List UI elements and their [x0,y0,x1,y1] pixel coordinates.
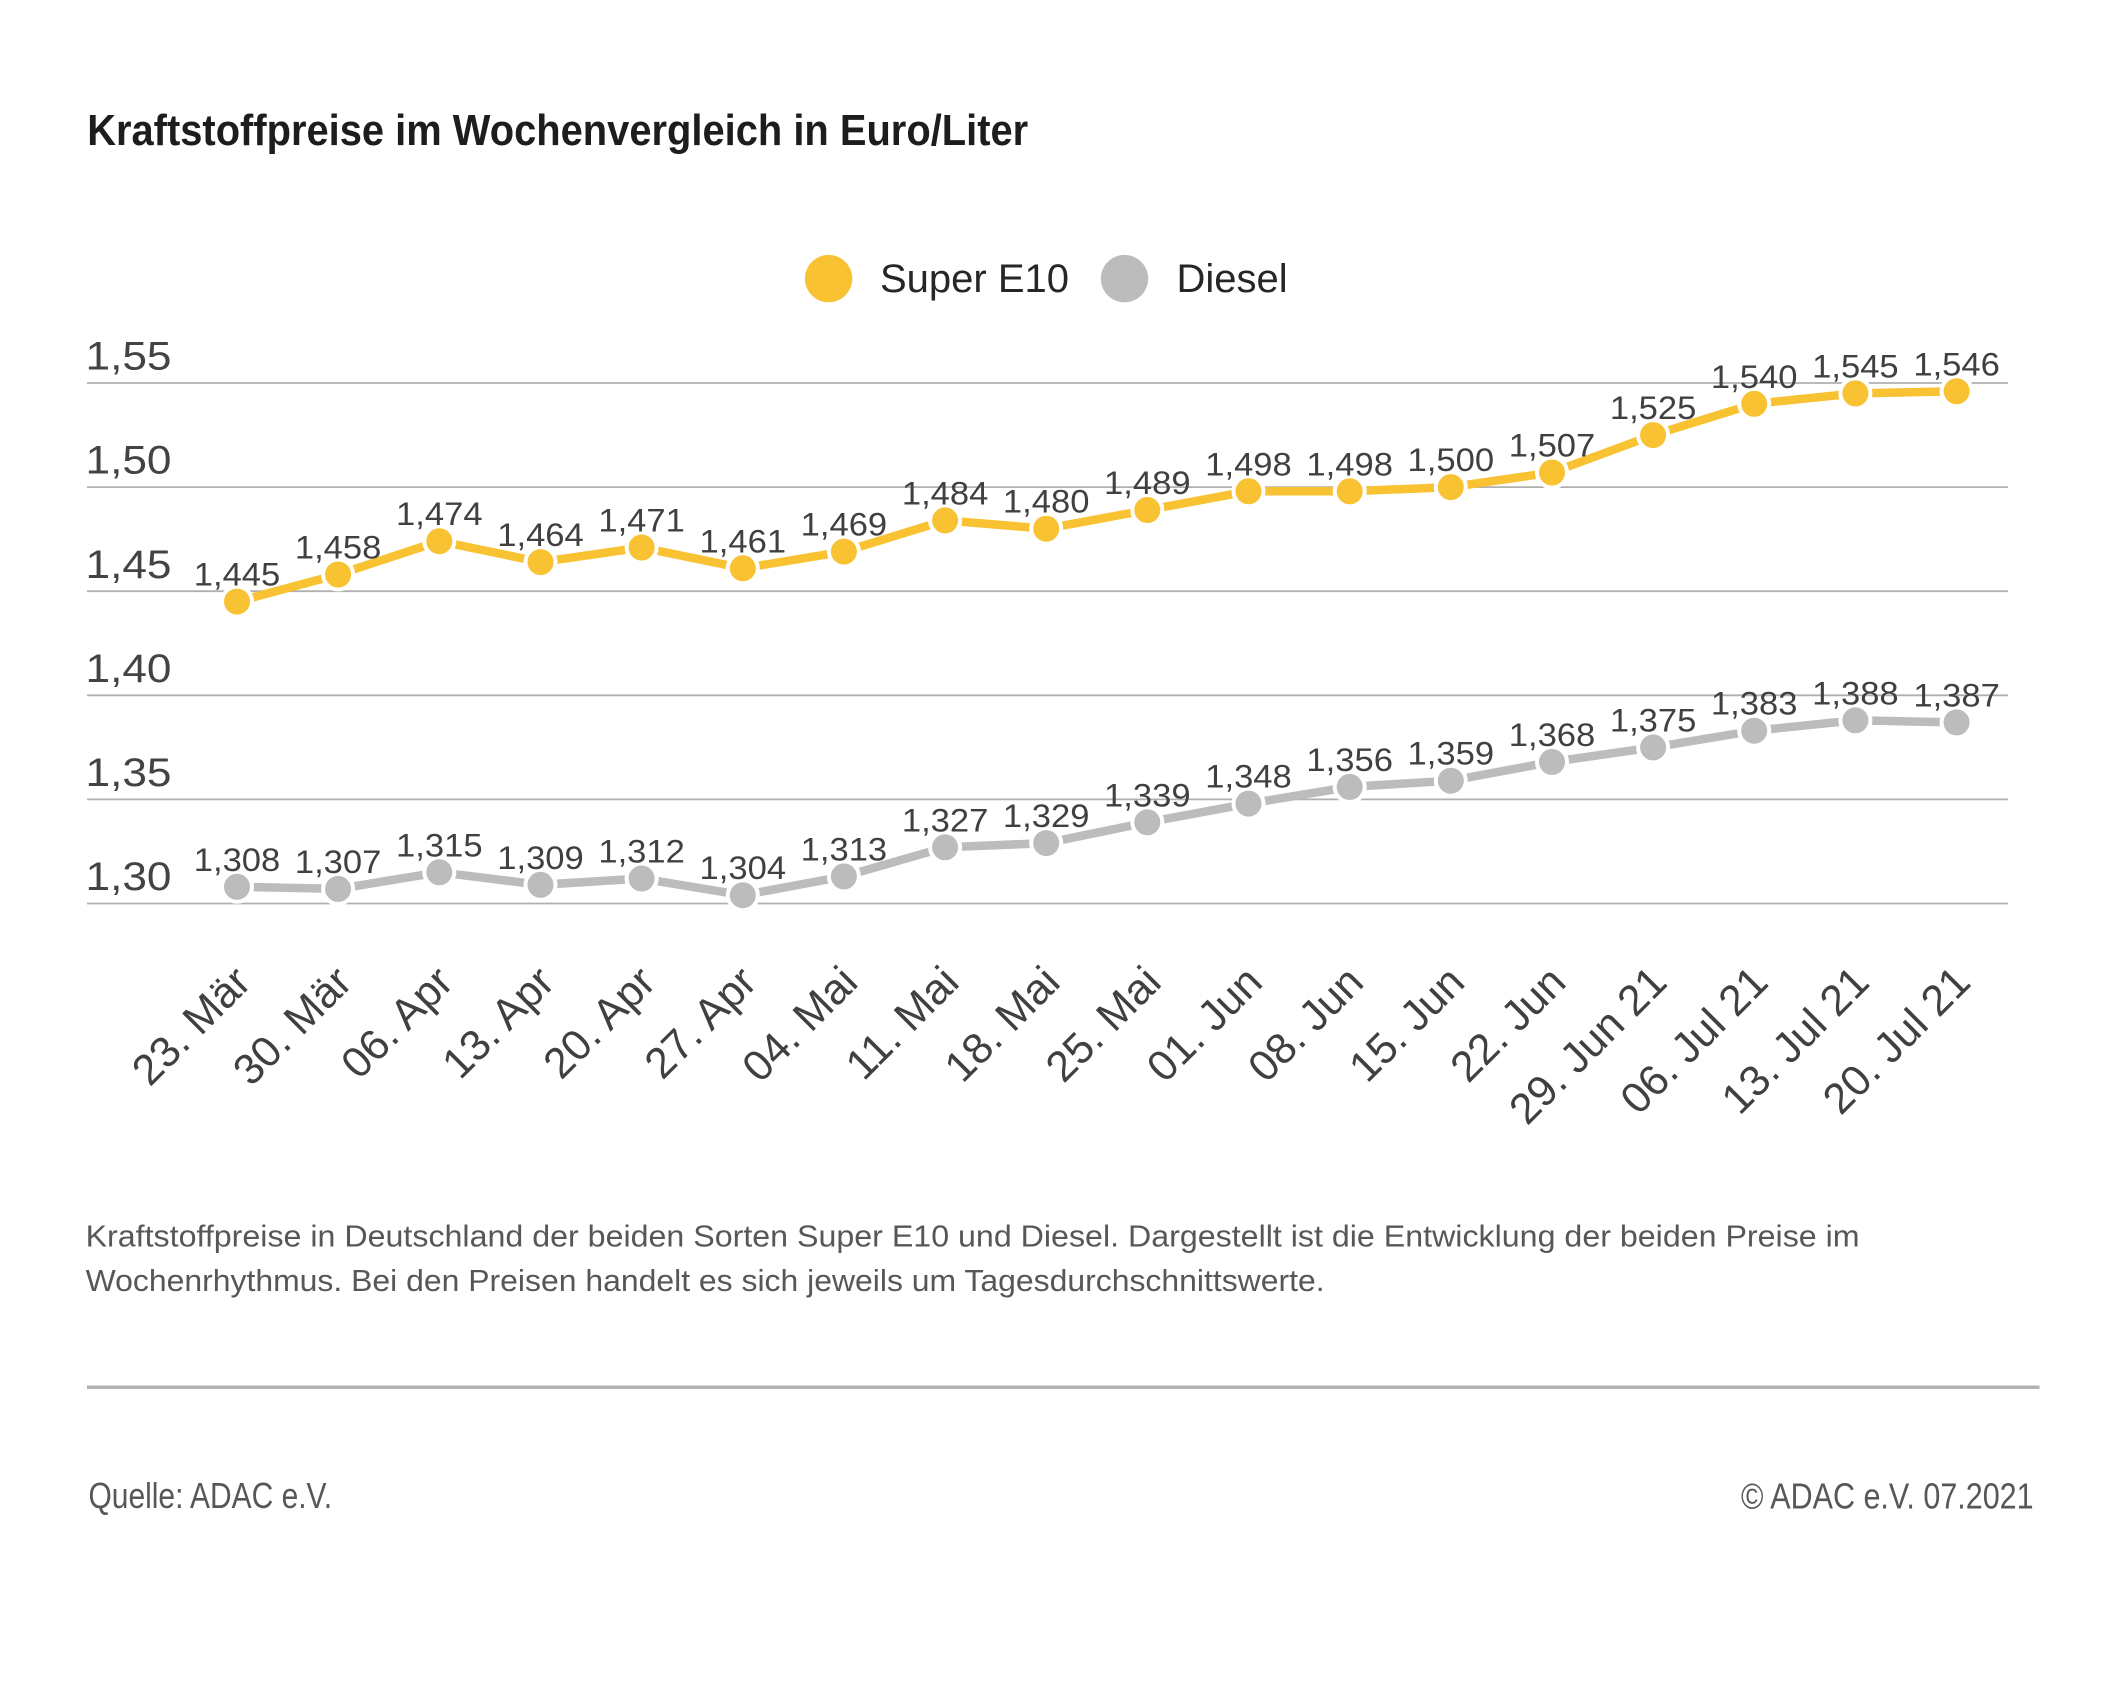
svg-text:1,545: 1,545 [1812,348,1899,384]
svg-text:1,464: 1,464 [497,517,584,553]
svg-text:1,307: 1,307 [295,844,382,880]
svg-text:1,308: 1,308 [194,842,281,878]
svg-text:1,55: 1,55 [86,335,172,379]
svg-text:Wochenrhythmus. Bei den Preise: Wochenrhythmus. Bei den Preisen handelt … [86,1263,1325,1298]
svg-text:1,540: 1,540 [1711,359,1798,395]
svg-text:Super E10: Super E10 [880,257,1069,301]
svg-text:1,312: 1,312 [598,834,685,870]
svg-text:1,388: 1,388 [1812,675,1899,711]
svg-text:1,484: 1,484 [902,475,989,511]
svg-text:1,50: 1,50 [86,439,172,483]
svg-text:1,489: 1,489 [1104,465,1191,501]
svg-text:1,471: 1,471 [598,503,685,539]
svg-text:1,445: 1,445 [194,557,281,593]
svg-text:1,469: 1,469 [801,507,888,543]
svg-text:1,546: 1,546 [1913,346,2000,382]
svg-text:1,507: 1,507 [1509,428,1596,464]
svg-text:1,498: 1,498 [1306,446,1393,482]
svg-text:1,368: 1,368 [1509,717,1596,753]
svg-text:1,461: 1,461 [700,523,787,559]
svg-text:1,30: 1,30 [86,855,172,899]
svg-text:1,35: 1,35 [86,751,172,795]
svg-text:1,327: 1,327 [902,802,989,838]
svg-text:© ADAC e.V. 07.2021: © ADAC e.V. 07.2021 [1741,1475,2034,1516]
svg-text:1,304: 1,304 [700,850,787,886]
svg-text:1,309: 1,309 [497,840,584,876]
svg-text:1,498: 1,498 [1205,446,1292,482]
svg-text:Quelle: ADAC e.V.: Quelle: ADAC e.V. [89,1475,333,1516]
svg-text:1,348: 1,348 [1205,759,1292,795]
svg-text:1,45: 1,45 [86,543,172,587]
svg-text:Kraftstoffpreise in Deutschlan: Kraftstoffpreise in Deutschland der beid… [86,1219,1860,1254]
svg-text:1,500: 1,500 [1408,442,1495,478]
svg-text:Diesel: Diesel [1177,257,1288,301]
svg-text:1,375: 1,375 [1610,702,1697,738]
svg-text:1,40: 1,40 [86,647,172,691]
svg-text:1,313: 1,313 [801,831,888,867]
svg-text:1,329: 1,329 [1003,798,1090,834]
svg-text:1,480: 1,480 [1003,484,1090,520]
svg-text:1,356: 1,356 [1306,742,1393,778]
svg-text:1,525: 1,525 [1610,390,1697,426]
svg-text:1,315: 1,315 [396,827,483,863]
svg-text:Kraftstoffpreise im Wochenverg: Kraftstoffpreise im Wochenvergleich in E… [87,107,1028,155]
svg-text:1,458: 1,458 [295,530,382,566]
svg-text:1,383: 1,383 [1711,686,1798,722]
svg-text:1,359: 1,359 [1408,736,1495,772]
svg-text:1,387: 1,387 [1913,677,2000,713]
svg-text:1,339: 1,339 [1104,777,1191,813]
svg-text:1,474: 1,474 [396,496,483,532]
